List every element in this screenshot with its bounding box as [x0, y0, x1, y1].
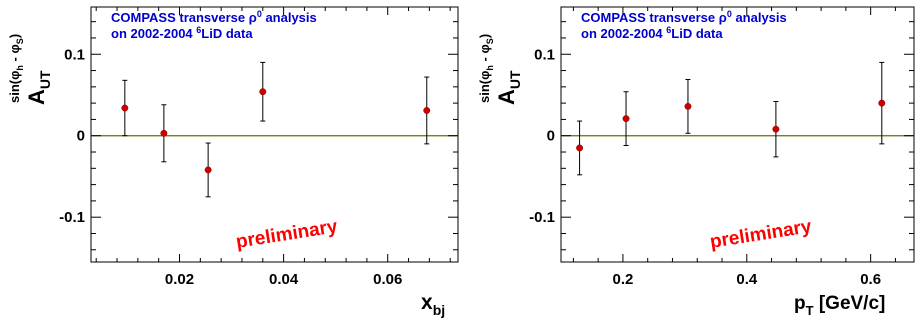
right-x-tick-label: 0.4 — [736, 271, 758, 288]
right-x-tick-label: 0.2 — [613, 271, 634, 288]
left-data-point — [160, 129, 168, 137]
right-axis-ticks: 0.2 0.4 0.6 -0.1 0 0.1 — [529, 7, 914, 288]
left-x-tick-label: 0.04 — [269, 271, 299, 288]
left-y-axis-label: AUT sin(φh - φS) — [7, 34, 53, 105]
right-panel: 0.2 0.4 0.6 -0.1 0 0.1 COMPASS transverse ρ0 … — [477, 6, 915, 318]
left-axis-ticks: 0.02 0.04 0.06 -0.1 0 0.1 — [59, 7, 458, 288]
right-data-point — [878, 99, 886, 107]
svg-text:AUT: AUT — [494, 70, 523, 105]
right-data-points — [576, 61, 886, 176]
left-panel: 0.02 0.04 0.06 -0.1 0 0.1 COMPASS transverse … — [7, 6, 459, 318]
left-x-axis-label: xbj — [421, 291, 445, 318]
right-title-line2: on 2002-2004 6LiD data — [581, 25, 723, 41]
right-data-point — [772, 125, 780, 133]
right-y-tick-label: 0 — [547, 128, 555, 145]
right-y-tick-label: 0.1 — [534, 46, 555, 63]
svg-text:AUT: AUT — [24, 70, 53, 105]
right-data-point — [622, 115, 630, 123]
left-preliminary-label: preliminary — [234, 216, 339, 253]
left-data-point — [423, 107, 431, 114]
left-y-tick-label: 0 — [77, 128, 85, 145]
svg-text:sin(φh - φS): sin(φh - φS) — [7, 34, 25, 103]
left-title-line1: COMPASS transverse ρ0 analysis — [111, 9, 317, 25]
right-x-axis-label: pT [GeV/c] — [794, 293, 885, 318]
right-x-tick-label: 0.6 — [860, 271, 881, 288]
right-plot-frame — [560, 6, 915, 263]
left-data-point — [121, 104, 129, 112]
left-x-tick-label: 0.06 — [373, 271, 402, 288]
right-data-point — [576, 144, 584, 152]
left-data-point — [259, 88, 267, 96]
left-data-points — [121, 61, 431, 198]
left-y-tick-label: 0.1 — [64, 46, 85, 63]
right-data-point — [684, 102, 692, 110]
right-y-axis-label: AUT sin(φh - φS) — [477, 34, 523, 105]
left-y-tick-label: -0.1 — [59, 209, 85, 226]
right-preliminary-label: preliminary — [708, 216, 813, 253]
right-y-tick-label: -0.1 — [529, 209, 555, 226]
left-title-line2: on 2002-2004 6LiD data — [111, 25, 253, 41]
left-plot-frame — [90, 6, 459, 263]
left-data-point — [204, 166, 212, 174]
left-x-tick-label: 0.02 — [165, 271, 194, 288]
svg-text:sin(φh - φS): sin(φh - φS) — [477, 34, 495, 103]
right-title-line1: COMPASS transverse ρ0 analysis — [581, 9, 787, 25]
